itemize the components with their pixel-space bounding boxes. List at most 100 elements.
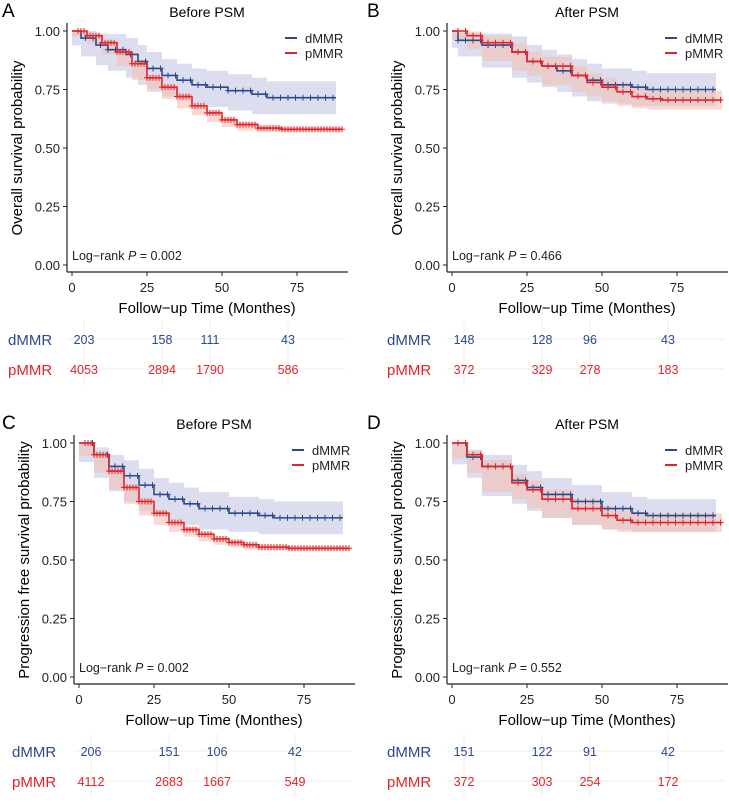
censor-mark	[300, 94, 306, 101]
risk-table-cell: 2894	[148, 363, 176, 377]
censor-mark	[88, 440, 94, 446]
censor-mark	[195, 81, 201, 88]
censor-mark	[165, 72, 171, 79]
censor-mark	[537, 486, 544, 493]
censor-mark	[210, 84, 216, 91]
panel-title: Before PSM	[169, 4, 244, 20]
censor-mark	[620, 517, 626, 524]
legend-label: pMMR	[685, 458, 723, 473]
censor-mark	[695, 512, 701, 519]
censor-mark	[522, 49, 529, 56]
censor-mark	[186, 93, 192, 100]
censor-mark	[103, 451, 109, 458]
x-tick-label: 50	[595, 692, 609, 707]
censor-mark	[582, 505, 589, 512]
censor-mark	[119, 463, 126, 470]
censor-mark	[187, 500, 193, 507]
censor-mark	[552, 63, 559, 70]
x-axis-label: Follow−up Time (Monthes)	[118, 300, 295, 317]
censor-mark	[201, 102, 207, 109]
censor-mark	[252, 121, 258, 128]
censor-mark	[105, 46, 111, 53]
risk-table-cell: 4053	[70, 363, 98, 377]
censor-mark	[492, 39, 499, 46]
censor-mark	[477, 451, 484, 458]
y-axis-label: Overall survival probability	[389, 60, 406, 236]
censor-mark	[597, 498, 604, 505]
survival-curve-pmmr	[452, 442, 722, 524]
risk-table-cell: 183	[658, 363, 679, 377]
y-tick-label: 1.00	[415, 24, 440, 39]
risk-table-row-label: pMMR	[12, 774, 56, 791]
censor-mark	[171, 84, 177, 91]
censor-mark	[149, 482, 156, 489]
y-tick-label: 1.00	[42, 436, 67, 451]
censor-mark	[277, 94, 284, 101]
censor-mark	[276, 125, 282, 132]
censor-mark	[620, 88, 626, 95]
y-tick-label: 0.75	[415, 83, 440, 98]
risk-table-row-label: pMMR	[387, 362, 431, 379]
censor-mark	[507, 39, 514, 46]
censor-mark	[665, 86, 671, 93]
censor-mark	[642, 510, 649, 517]
x-tick-label: 75	[290, 280, 304, 295]
censor-mark	[627, 81, 634, 88]
censor-mark	[537, 58, 544, 65]
censor-mark	[710, 519, 716, 526]
censor-mark	[485, 463, 491, 470]
censor-mark	[455, 440, 461, 446]
censor-mark	[635, 510, 641, 517]
censor-mark	[567, 63, 574, 70]
annotation-suffix: = 0.466	[516, 249, 562, 263]
censor-mark	[172, 496, 178, 503]
censor-mark	[462, 28, 469, 34]
x-axis-label: Follow−up Time (Monthes)	[498, 300, 675, 317]
risk-table-cell: 122	[532, 745, 553, 759]
risk-table-cell: 128	[532, 333, 553, 347]
risk-table-cell: 151	[159, 745, 180, 759]
censor-mark	[567, 496, 574, 503]
y-tick-label: 0.50	[415, 141, 440, 156]
censor-mark	[262, 512, 268, 519]
censor-mark	[515, 479, 521, 486]
annotation-suffix: = 0.002	[143, 661, 189, 675]
censor-mark	[665, 97, 671, 104]
censor-mark	[522, 479, 529, 486]
annotation-p: P	[508, 249, 517, 263]
risk-table-cell: 586	[278, 363, 299, 377]
censor-mark	[462, 37, 469, 44]
ci-band-dmmr	[452, 443, 716, 532]
annotation-prefix: Log−rank	[452, 661, 508, 675]
legend-label: pMMR	[685, 46, 723, 61]
censor-mark	[156, 74, 162, 81]
censor-mark	[500, 39, 506, 46]
censor-mark	[216, 109, 222, 116]
censor-mark	[642, 519, 649, 526]
censor-mark	[187, 77, 194, 84]
annotation-suffix: = 0.002	[136, 249, 182, 263]
legend-label: pMMR	[305, 46, 343, 61]
censor-mark	[657, 519, 664, 526]
censor-mark	[127, 472, 133, 479]
censor-mark	[299, 514, 306, 521]
censor-mark	[96, 32, 102, 39]
x-tick-label: 0	[448, 692, 455, 707]
censor-mark	[485, 39, 491, 46]
risk-table-cell: 206	[81, 745, 102, 759]
censor-mark	[545, 496, 551, 503]
censor-mark	[322, 94, 329, 101]
risk-table-cell: 158	[152, 333, 173, 347]
annotation-p: P	[135, 661, 144, 675]
y-tick-label: 0.50	[35, 141, 60, 156]
censor-mark	[680, 519, 686, 526]
censor-mark	[285, 94, 291, 101]
censor-mark	[231, 116, 237, 123]
censor-mark	[687, 97, 694, 104]
censor-mark	[315, 94, 321, 101]
risk-table-cell: 203	[74, 333, 95, 347]
censor-mark	[560, 496, 566, 503]
panel-letter: D	[367, 413, 381, 434]
censor-mark	[717, 519, 724, 526]
annotation-prefix: Log−rank	[72, 249, 128, 263]
